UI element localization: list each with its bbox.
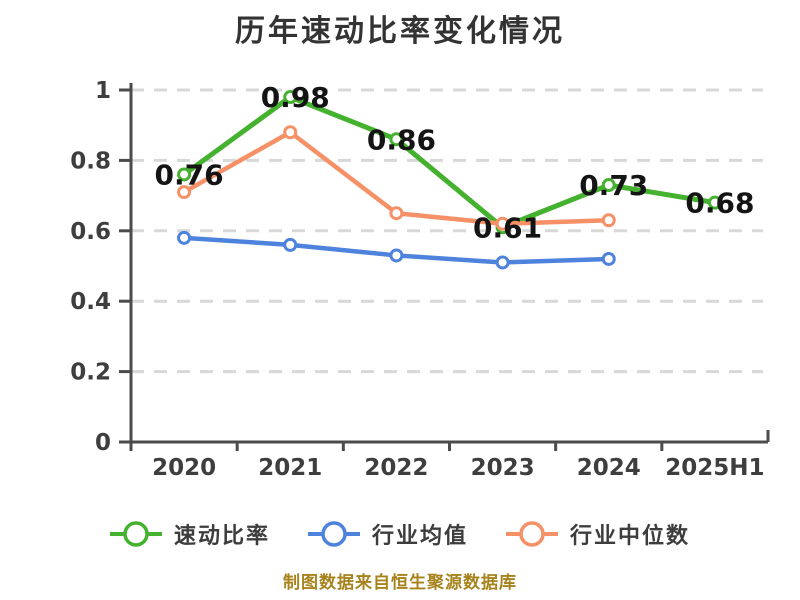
chart-title: 历年速动比率变化情况: [235, 14, 565, 49]
data-point-marker: [495, 216, 510, 231]
chart-footer-source: 制图数据来自恒生聚源数据库: [283, 573, 517, 593]
legend-label: 行业中位数: [570, 524, 691, 549]
data-point-marker: [283, 125, 298, 140]
value-label: 0.76: [155, 158, 224, 191]
chart-legend: 速动比率 行业均值 行业中位数: [0, 518, 800, 550]
legend-marker-icon: [307, 521, 360, 547]
y-axis-tick-label: 1: [95, 78, 111, 104]
legend-marker-icon: [109, 521, 162, 547]
legend-item-quick-ratio[interactable]: 速动比率: [109, 518, 270, 550]
legend-circle: [321, 521, 347, 547]
value-label: 0.98: [261, 81, 330, 114]
legend-marker-icon: [506, 521, 558, 547]
legend-label: 速动比率: [173, 524, 270, 549]
legend-label: 行业均值: [371, 524, 468, 549]
data-point-marker: [707, 195, 722, 210]
legend-circle: [123, 521, 149, 547]
y-axis-tick-label: 0.2: [70, 360, 111, 386]
y-axis-tick-label: 0.4: [70, 289, 111, 315]
data-point-marker: [177, 185, 192, 200]
legend-item-industry-median[interactable]: 行业中位数: [506, 518, 690, 550]
value-label: 0.68: [685, 187, 754, 220]
y-axis-tick-label: 0.8: [70, 148, 111, 174]
data-point-marker: [601, 178, 616, 193]
value-label: 0.86: [367, 123, 436, 156]
y-axis-tick-label: 0.6: [70, 219, 111, 245]
data-point-marker: [389, 206, 404, 221]
x-axis-category-label: 2024: [577, 455, 641, 481]
series-line-quick-ratio: [181, 94, 718, 230]
x-axis-category-label: 2020: [152, 455, 216, 481]
x-axis-category-label: 2025H1: [665, 455, 764, 481]
value-label: 0.73: [579, 169, 648, 202]
x-axis-category-label: 2022: [364, 455, 428, 481]
data-point-marker: [601, 213, 616, 228]
data-point-marker: [283, 237, 298, 252]
x-axis-category-label: 2021: [258, 455, 322, 481]
data-point-marker: [177, 167, 192, 182]
y-axis-tick-label: 0: [95, 430, 111, 456]
value-label: 0.61: [473, 211, 542, 244]
data-point-marker: [389, 248, 404, 263]
legend-item-industry-average[interactable]: 行业均值: [307, 518, 468, 550]
x-axis-category-label: 2023: [471, 455, 535, 481]
data-point-marker: [389, 132, 404, 147]
data-point-marker: [601, 251, 616, 266]
series-industry-average: [177, 230, 616, 270]
data-point-marker: [495, 255, 510, 270]
series-industry-median: [177, 125, 616, 231]
data-point-marker: [177, 230, 192, 245]
legend-circle: [519, 521, 545, 547]
data-point-marker: [283, 90, 298, 105]
